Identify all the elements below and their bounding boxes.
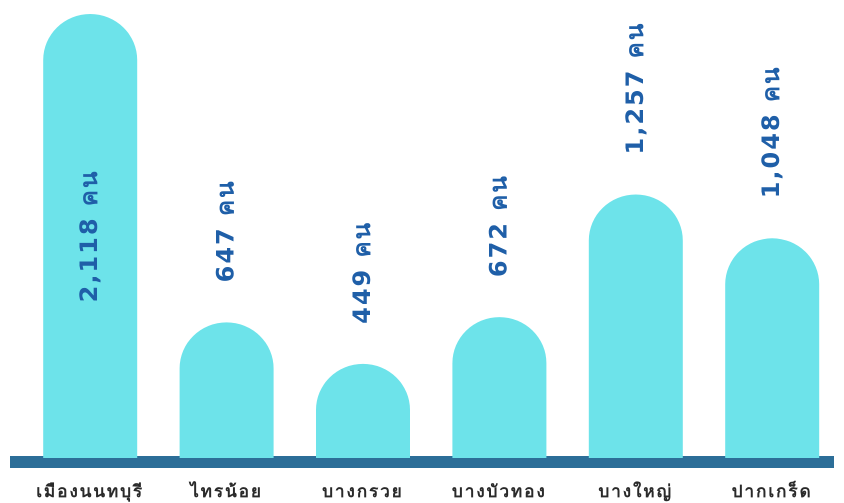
bar (179, 322, 274, 458)
value-label: 2,118 คน (75, 170, 103, 303)
value-label: 647 คน (212, 179, 240, 282)
value-label: 672 คน (484, 174, 512, 277)
bar (725, 238, 820, 458)
x-tick-label: ปากเกร็ด (732, 479, 813, 502)
x-tick-label: บางใหญ่ (598, 481, 673, 502)
x-tick-label: บางกรวย (322, 482, 404, 502)
baseline (10, 456, 834, 468)
x-tick-label: บางบัวทอง (452, 482, 547, 502)
bar (588, 194, 683, 458)
value-label: 1,257 คน (621, 22, 649, 155)
value-label: 449 คน (348, 221, 376, 324)
value-label: 1,048 คน (757, 66, 785, 199)
x-tick-label: ไทรน้อย (188, 481, 263, 502)
bar (316, 363, 410, 458)
bar (452, 317, 547, 458)
bar (43, 14, 138, 459)
x-tick-label: เมืองนนทบุรี (36, 481, 144, 502)
